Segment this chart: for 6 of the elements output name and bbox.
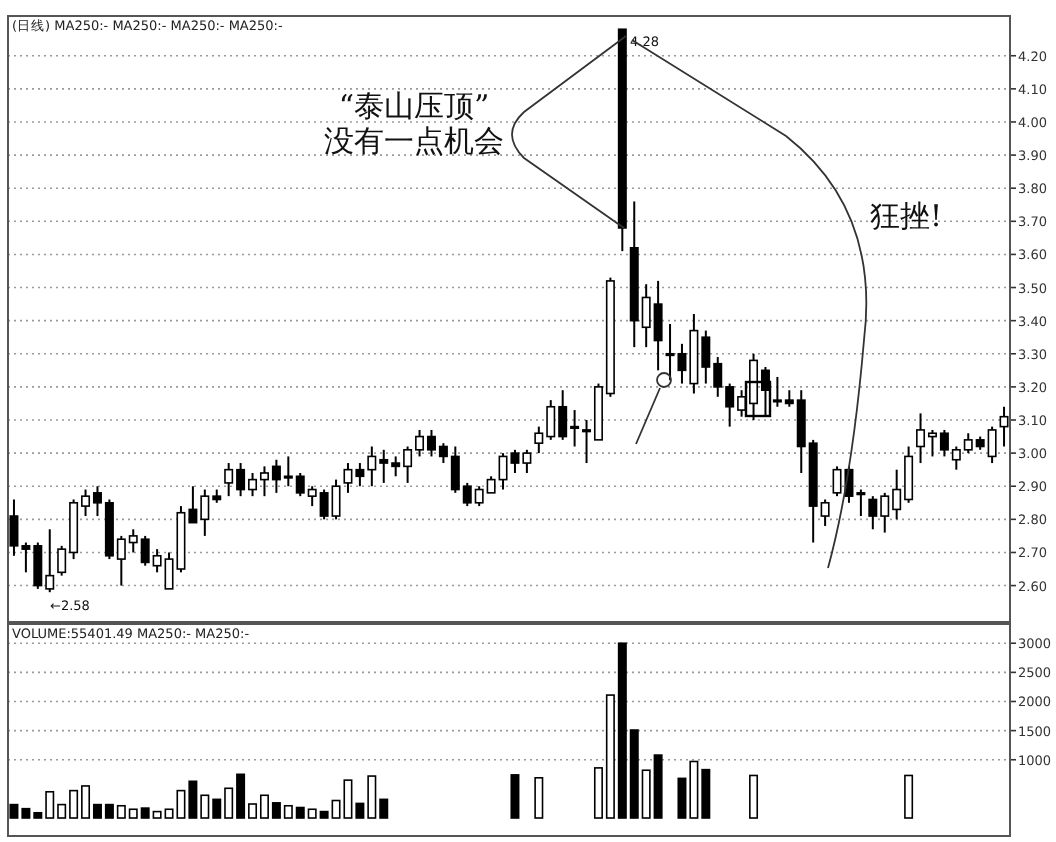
annotation: “泰山压顶” 没有一点机会 (324, 88, 504, 159)
bar (749, 774, 759, 819)
bar (510, 774, 520, 819)
bar (534, 777, 544, 819)
annotation: 狂挫! (869, 198, 943, 234)
bar (904, 774, 914, 819)
